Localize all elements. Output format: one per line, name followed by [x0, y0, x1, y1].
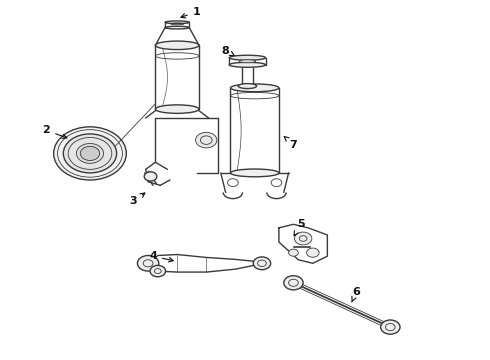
Text: 4: 4 — [149, 251, 173, 262]
Ellipse shape — [239, 60, 256, 63]
Ellipse shape — [238, 84, 257, 89]
Circle shape — [76, 144, 103, 163]
Ellipse shape — [155, 105, 199, 113]
Ellipse shape — [165, 21, 189, 24]
Circle shape — [144, 172, 157, 181]
Text: 2: 2 — [43, 125, 67, 138]
Circle shape — [294, 232, 312, 245]
Ellipse shape — [165, 26, 189, 29]
Circle shape — [307, 248, 319, 257]
Circle shape — [63, 134, 117, 173]
Circle shape — [150, 265, 166, 277]
Ellipse shape — [230, 84, 279, 92]
Text: 8: 8 — [222, 46, 235, 56]
Text: 7: 7 — [284, 136, 297, 149]
Circle shape — [284, 276, 303, 290]
Circle shape — [138, 256, 159, 271]
Circle shape — [53, 127, 126, 180]
Ellipse shape — [229, 55, 266, 60]
Text: 6: 6 — [352, 287, 360, 302]
Circle shape — [196, 132, 217, 148]
Circle shape — [381, 320, 400, 334]
Ellipse shape — [229, 62, 266, 67]
Text: 5: 5 — [294, 219, 304, 236]
Circle shape — [80, 146, 99, 161]
Ellipse shape — [230, 169, 279, 177]
Circle shape — [289, 249, 298, 256]
Ellipse shape — [155, 41, 199, 50]
Text: 1: 1 — [181, 6, 200, 18]
Circle shape — [253, 257, 270, 270]
Text: 3: 3 — [130, 193, 145, 206]
